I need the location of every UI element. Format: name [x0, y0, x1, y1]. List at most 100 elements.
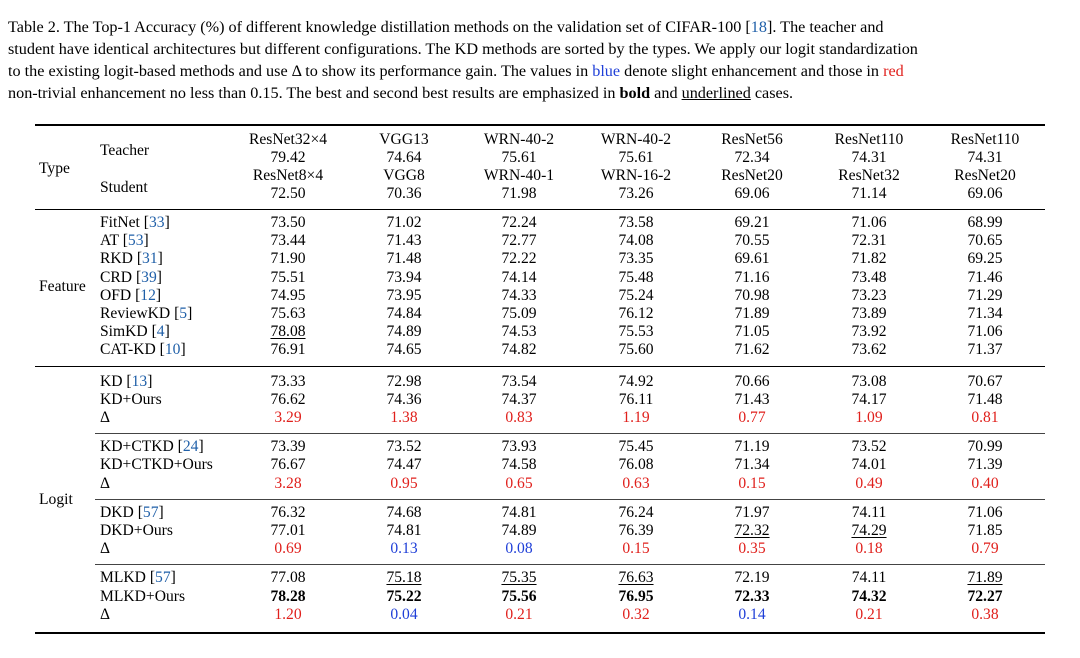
value-cell: 71.46 [935, 269, 1035, 287]
value-cell: 72.24 [469, 214, 569, 232]
caption-text: non-trivial enhancement no less than 0.1… [8, 84, 620, 102]
value-text: 3.29 [274, 409, 302, 426]
caption-text: ]. The teacher and [766, 18, 884, 36]
value-text: 76.08 [618, 456, 654, 474]
value-text: 74.82 [501, 341, 537, 359]
value-text: 70.99 [967, 438, 1003, 456]
value-cell: 71.06 [935, 504, 1035, 522]
citation-link[interactable]: 39 [141, 268, 157, 286]
method-name: AT [53] [100, 232, 149, 250]
method-label: SimKD [100, 323, 152, 341]
method-name: MLKD+Ours [100, 588, 185, 606]
citation-link[interactable]: 4 [156, 323, 165, 341]
value-text: 74.89 [386, 323, 422, 341]
value-text: 73.93 [501, 438, 537, 456]
citation-link[interactable]: 5 [179, 305, 188, 322]
caption-line: student have identical architectures but… [8, 38, 1074, 60]
bracket: [ [122, 232, 128, 250]
value-text: 74.29 [851, 522, 887, 539]
value-cell: 73.48 [819, 269, 919, 287]
method-label: KD+CTKD+Ours [100, 456, 213, 474]
value-text: 71.19 [734, 438, 770, 456]
value-text: 0.38 [971, 605, 999, 623]
value-cell: 71.97 [702, 504, 802, 522]
method-label: KD [100, 372, 127, 390]
type-header: Type [39, 160, 70, 177]
value-cell: 0.04 [354, 606, 454, 624]
value-cell: 71.85 [935, 522, 1035, 540]
value-cell: 75.63 [238, 305, 338, 323]
student-accuracy: 72.50 [270, 185, 306, 202]
value-text: 71.06 [851, 214, 887, 231]
value-cell: 1.20 [238, 606, 338, 624]
value-cell: 0.15 [586, 540, 686, 558]
value-text: 76.39 [618, 522, 654, 539]
value-text: 1.20 [274, 605, 302, 623]
value-cell: 76.91 [238, 341, 338, 359]
section-type-label: Feature [39, 278, 86, 295]
method-label: Δ [100, 605, 111, 623]
value-cell: 76.12 [586, 305, 686, 323]
caption-text: red [883, 62, 904, 80]
value-cell: 71.34 [702, 456, 802, 474]
citation-link[interactable]: 33 [148, 214, 165, 231]
value-text: 78.08 [270, 323, 306, 341]
value-cell: 70.98 [702, 287, 802, 305]
value-cell: 72.31 [819, 232, 919, 250]
student-name: ResNet8×4 [252, 167, 324, 184]
value-text: 74.53 [501, 323, 537, 341]
value-cell: 0.40 [935, 475, 1035, 493]
value-cell: 72.77 [469, 232, 569, 250]
value-text: 75.18 [386, 569, 422, 587]
value-text: 76.62 [270, 390, 306, 408]
value-cell: 71.48 [354, 250, 454, 268]
value-text: 71.34 [967, 305, 1003, 322]
value-cell: 74.82 [469, 341, 569, 359]
value-text: 72.22 [501, 250, 537, 268]
citation-link[interactable]: 24 [182, 438, 199, 456]
value-cell: 72.22 [469, 250, 569, 268]
citation-link[interactable]: 13 [131, 372, 148, 390]
caption-text: denote slight enhancement and those in [620, 62, 884, 80]
table-rule [35, 632, 1045, 634]
value-text: 0.18 [855, 540, 883, 558]
bracket: ] [164, 214, 170, 231]
value-cell: 71.06 [935, 323, 1035, 341]
value-text: 74.37 [501, 390, 537, 408]
teacher-accuracy: 75.61 [618, 149, 654, 166]
bracket: ] [156, 268, 162, 286]
value-cell: 75.56 [469, 588, 569, 606]
teacher-accuracy: 75.61 [501, 149, 537, 166]
value-text: 74.95 [270, 286, 306, 304]
student-name: ResNet20 [954, 167, 1016, 184]
value-cell: 71.62 [702, 341, 802, 359]
value-cell: 74.17 [819, 391, 919, 409]
caption-text: bold [619, 84, 651, 102]
method-label: AT [100, 232, 123, 250]
citation-link[interactable]: 57 [142, 503, 159, 521]
value-text: 76.95 [618, 587, 654, 605]
method-name: DKD+Ours [100, 522, 173, 540]
value-cell: 74.95 [238, 287, 338, 305]
value-text: 74.58 [501, 456, 537, 474]
citation-link[interactable]: 18 [750, 18, 767, 36]
citation-link[interactable]: 53 [127, 232, 144, 250]
value-text: 1.09 [855, 409, 883, 426]
caption-text: underlined [681, 84, 751, 102]
value-cell: 74.11 [819, 569, 919, 587]
value-text: 74.32 [851, 587, 887, 605]
value-cell: 76.67 [238, 456, 338, 474]
value-text: 69.21 [734, 214, 770, 231]
value-cell: 75.53 [586, 323, 686, 341]
citation-link[interactable]: 12 [140, 286, 156, 304]
method-name: FitNet [33] [100, 214, 170, 232]
citation-link[interactable]: 10 [164, 341, 181, 359]
citation-link[interactable]: 57 [155, 569, 171, 587]
bracket: [ [174, 305, 180, 322]
method-name: ReviewKD [5] [100, 305, 192, 323]
teacher-name: ResNet110 [950, 131, 1020, 148]
citation-link[interactable]: 31 [142, 250, 158, 268]
value-text: 71.43 [386, 232, 422, 250]
value-cell: 73.23 [819, 287, 919, 305]
value-cell: 74.53 [469, 323, 569, 341]
